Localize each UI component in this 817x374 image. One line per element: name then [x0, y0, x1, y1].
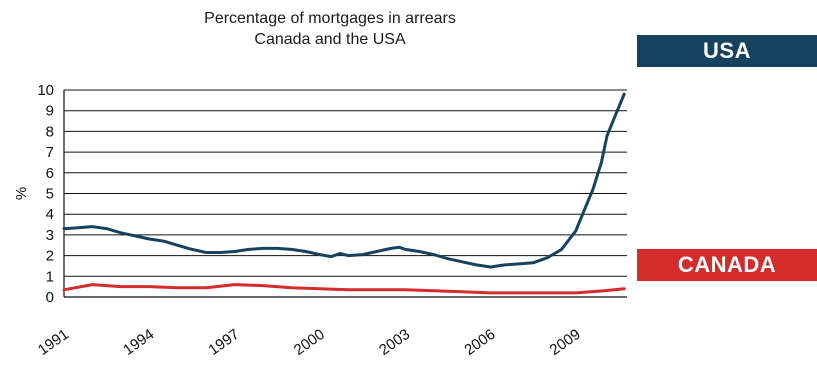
y-axis-label: %: [13, 187, 30, 200]
x-tick-label: 1991: [35, 326, 72, 359]
y-tick-label: 8: [46, 123, 54, 140]
legend-usa: USA: [637, 35, 817, 67]
x-tick-label: 2006: [461, 326, 498, 359]
series-line-canada: [62, 283, 626, 295]
y-tick-label: 0: [46, 289, 54, 306]
chart-subtitle: Canada and the USA: [254, 31, 406, 48]
y-tick-label: 2: [46, 248, 54, 265]
y-tick-label: 3: [46, 227, 54, 244]
y-tick-label: 10: [37, 82, 54, 99]
x-tick-label: 1994: [120, 326, 157, 359]
x-tick-label: 2000: [291, 326, 328, 359]
legend-canada: CANADA: [637, 249, 817, 281]
y-tick-label: 9: [46, 103, 54, 120]
x-tick-label: 2009: [547, 326, 584, 359]
x-tick-label: 1997: [205, 326, 242, 359]
x-tick-label: 2003: [376, 326, 413, 359]
y-tick-label: 4: [46, 206, 54, 223]
y-tick-label: 7: [46, 144, 54, 161]
y-tick-label: 6: [46, 165, 54, 182]
y-tick-label: 1: [46, 268, 54, 285]
chart-title: Percentage of mortgages in arrears: [204, 10, 456, 27]
y-tick-label: 5: [46, 186, 54, 203]
series-line-usa: [62, 92, 626, 269]
chart-title-block: Percentage of mortgages in arrears Canad…: [140, 8, 520, 50]
